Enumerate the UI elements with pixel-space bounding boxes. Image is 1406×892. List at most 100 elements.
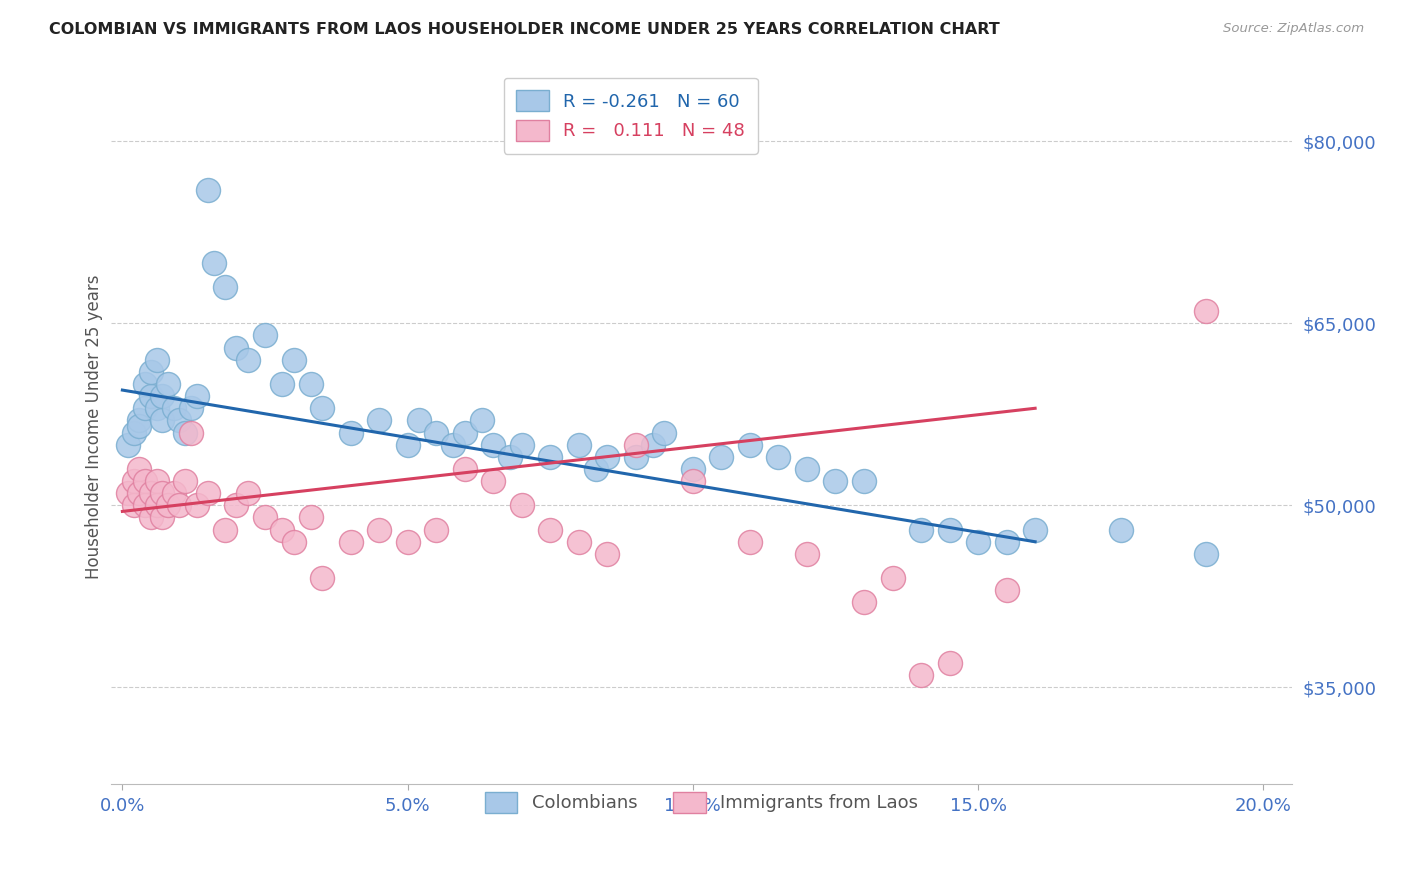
Point: [236, 352, 259, 367]
Point: [139, 486, 162, 500]
Point: [538, 523, 561, 537]
Point: [499, 450, 522, 464]
Point: [585, 462, 607, 476]
Point: [408, 413, 430, 427]
Point: [150, 510, 173, 524]
Point: [163, 486, 186, 500]
Point: [738, 438, 761, 452]
Point: [139, 510, 162, 524]
Point: [186, 389, 208, 403]
Point: [652, 425, 675, 440]
Point: [339, 425, 361, 440]
Point: [1109, 523, 1132, 537]
Point: [197, 486, 219, 500]
Point: [214, 280, 236, 294]
Point: [510, 499, 533, 513]
Point: [311, 401, 333, 416]
Point: [796, 462, 818, 476]
Point: [596, 450, 619, 464]
Point: [122, 474, 145, 488]
Point: [271, 523, 294, 537]
Point: [453, 462, 475, 476]
Point: [852, 595, 875, 609]
Point: [214, 523, 236, 537]
Point: [396, 438, 419, 452]
Point: [910, 523, 932, 537]
Point: [145, 352, 167, 367]
Point: [425, 425, 447, 440]
Point: [482, 438, 505, 452]
Point: [471, 413, 494, 427]
Point: [117, 438, 139, 452]
Point: [283, 352, 305, 367]
Point: [225, 341, 247, 355]
Point: [910, 668, 932, 682]
Point: [796, 547, 818, 561]
Point: [995, 534, 1018, 549]
Point: [174, 425, 197, 440]
Point: [128, 419, 150, 434]
Point: [128, 462, 150, 476]
Point: [134, 499, 156, 513]
Point: [117, 486, 139, 500]
Point: [150, 413, 173, 427]
Point: [768, 450, 790, 464]
Point: [482, 474, 505, 488]
Point: [938, 656, 960, 670]
Point: [339, 534, 361, 549]
Point: [425, 523, 447, 537]
Point: [122, 425, 145, 440]
Point: [139, 365, 162, 379]
Point: [624, 438, 647, 452]
Point: [738, 534, 761, 549]
Point: [710, 450, 733, 464]
Point: [236, 486, 259, 500]
Point: [682, 474, 704, 488]
Point: [253, 328, 276, 343]
Point: [145, 401, 167, 416]
Point: [852, 474, 875, 488]
Point: [596, 547, 619, 561]
Point: [156, 499, 179, 513]
Point: [1195, 547, 1218, 561]
Point: [368, 523, 391, 537]
Point: [995, 583, 1018, 598]
Point: [641, 438, 664, 452]
Point: [202, 255, 225, 269]
Text: COLOMBIAN VS IMMIGRANTS FROM LAOS HOUSEHOLDER INCOME UNDER 25 YEARS CORRELATION : COLOMBIAN VS IMMIGRANTS FROM LAOS HOUSEH…: [49, 22, 1000, 37]
Point: [299, 376, 322, 391]
Point: [441, 438, 464, 452]
Point: [299, 510, 322, 524]
Point: [150, 389, 173, 403]
Point: [967, 534, 990, 549]
Point: [197, 183, 219, 197]
Point: [568, 534, 591, 549]
Point: [128, 413, 150, 427]
Point: [134, 376, 156, 391]
Point: [538, 450, 561, 464]
Point: [624, 450, 647, 464]
Y-axis label: Householder Income Under 25 years: Householder Income Under 25 years: [86, 274, 103, 579]
Point: [368, 413, 391, 427]
Point: [938, 523, 960, 537]
Point: [180, 425, 202, 440]
Point: [311, 571, 333, 585]
Point: [568, 438, 591, 452]
Point: [453, 425, 475, 440]
Point: [396, 534, 419, 549]
Point: [134, 401, 156, 416]
Point: [824, 474, 846, 488]
Point: [169, 413, 191, 427]
Point: [225, 499, 247, 513]
Point: [1024, 523, 1046, 537]
Point: [150, 486, 173, 500]
Legend: Colombians, Immigrants from Laos: Colombians, Immigrants from Laos: [472, 780, 931, 825]
Point: [163, 401, 186, 416]
Point: [253, 510, 276, 524]
Point: [122, 499, 145, 513]
Point: [882, 571, 904, 585]
Point: [128, 486, 150, 500]
Point: [510, 438, 533, 452]
Point: [156, 376, 179, 391]
Point: [1195, 304, 1218, 318]
